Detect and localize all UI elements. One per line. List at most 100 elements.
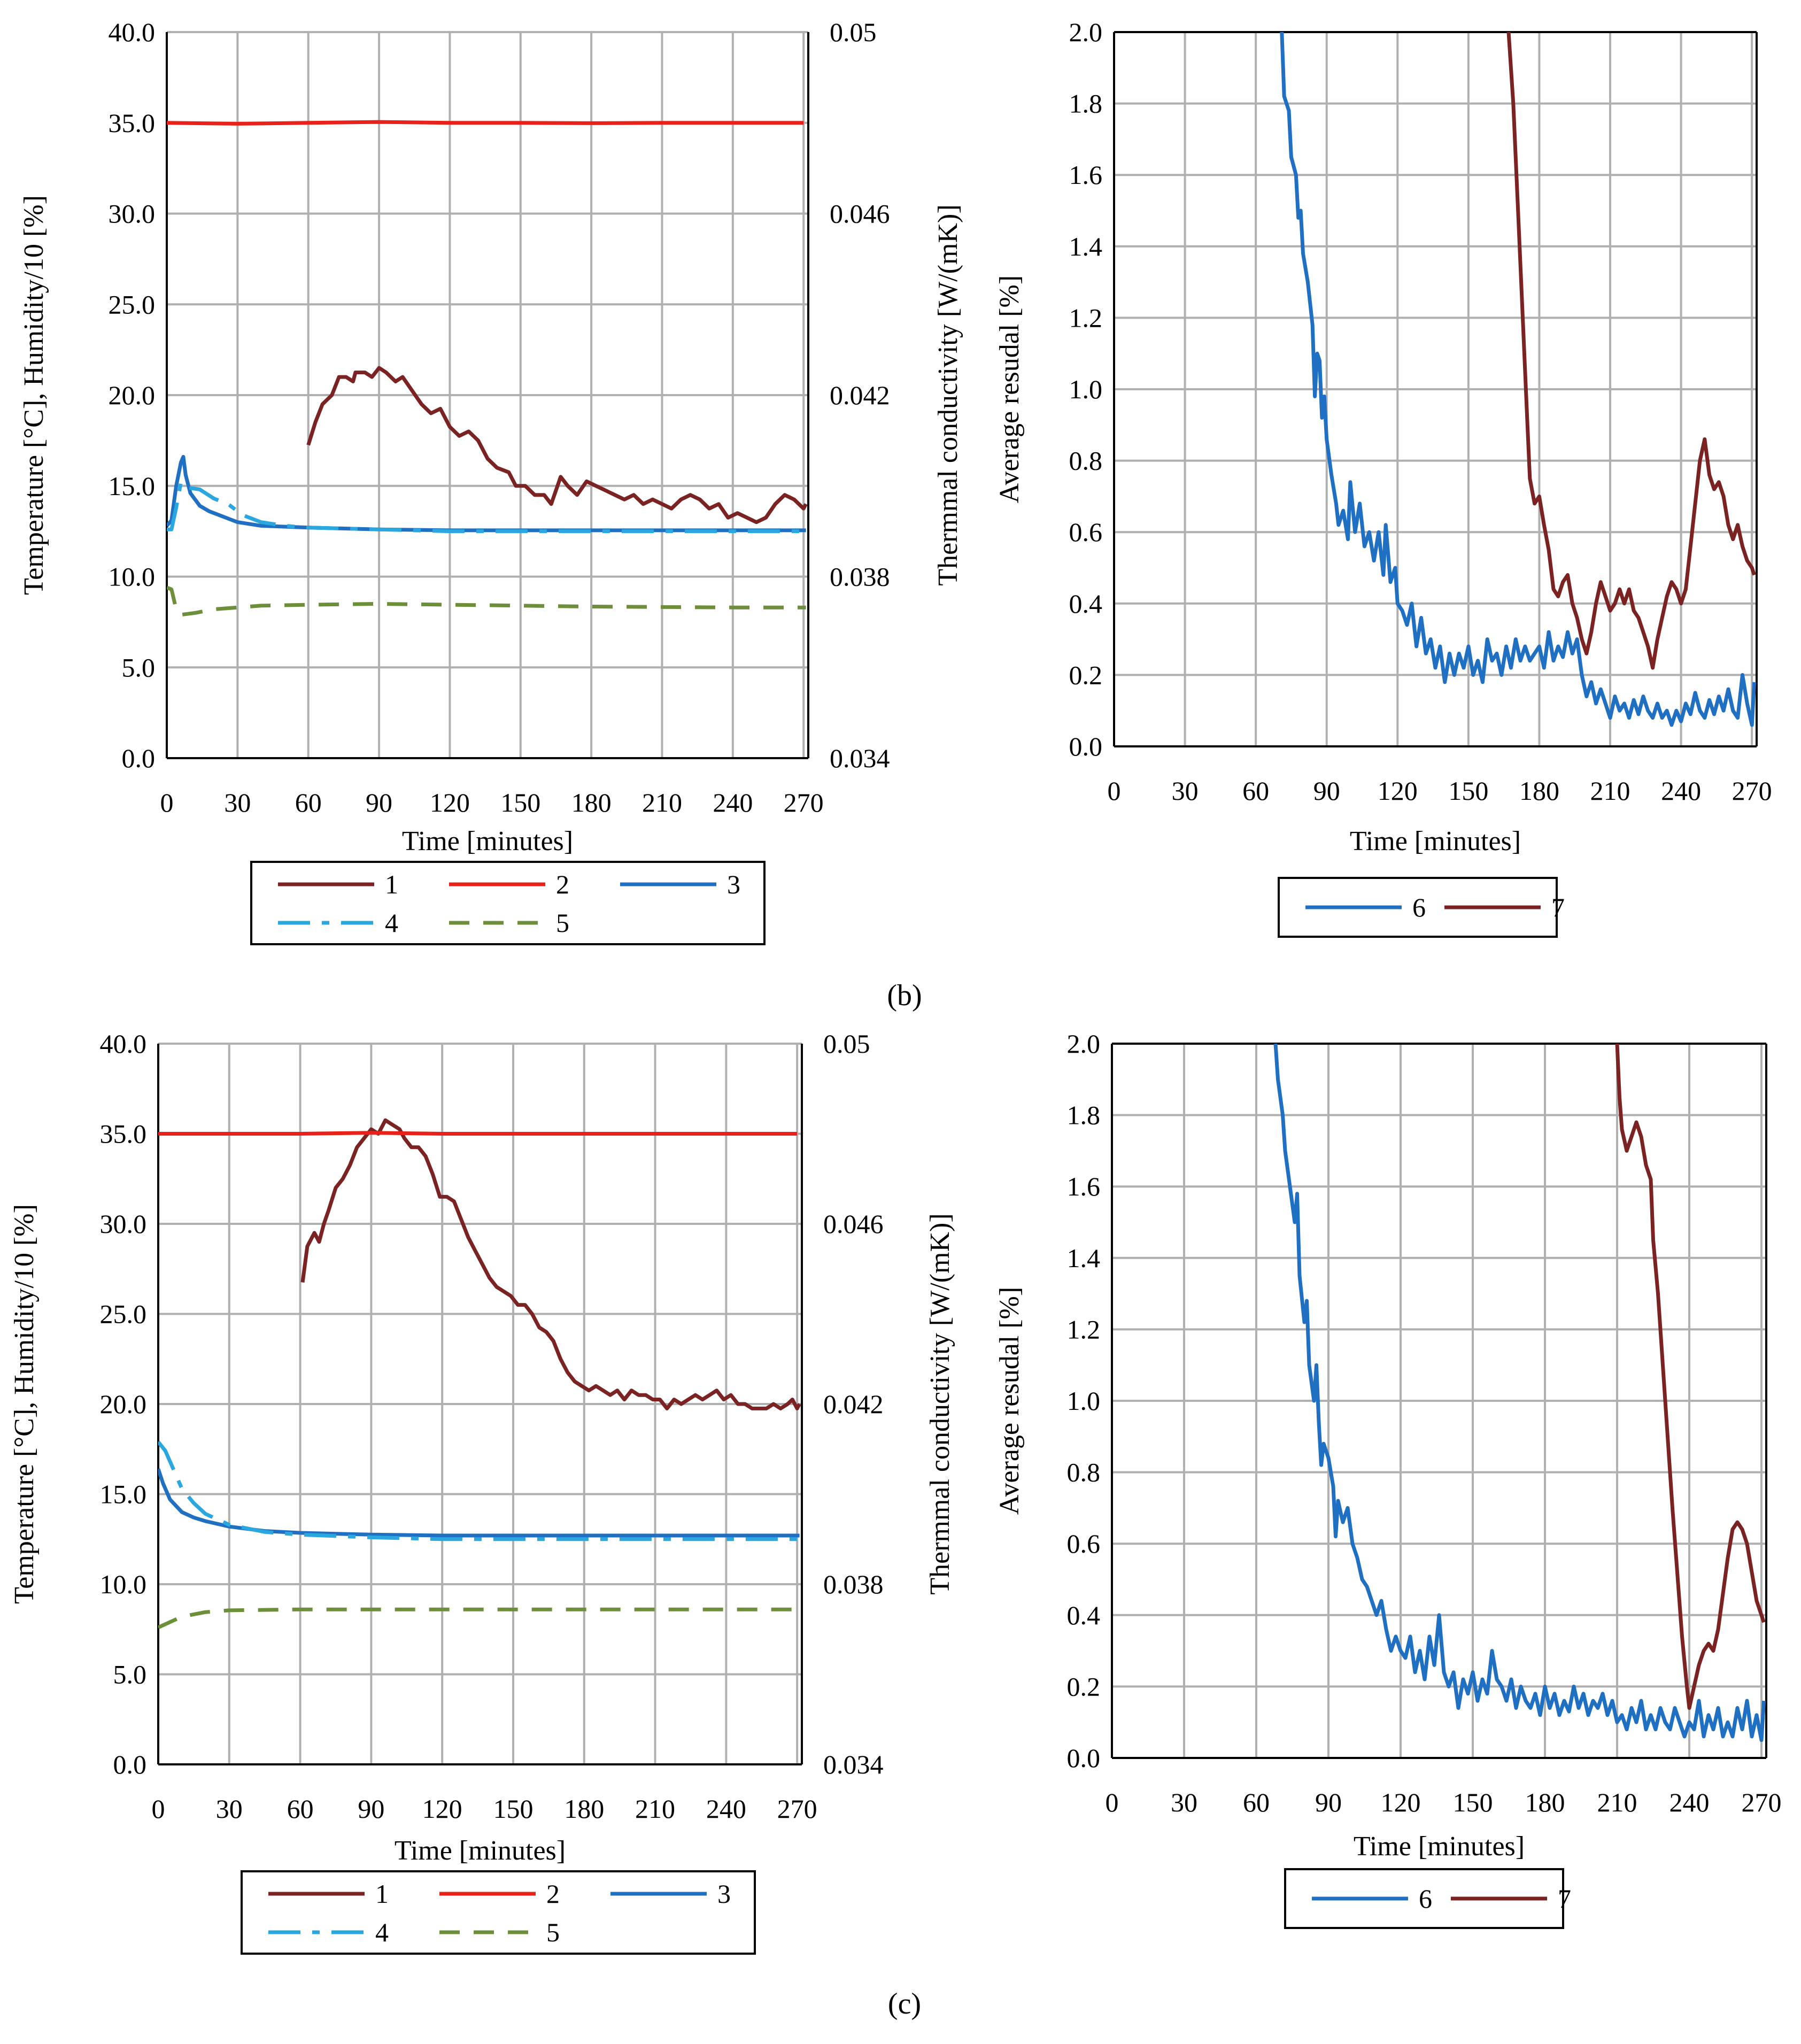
x-tick-label: 180: [1519, 776, 1559, 806]
chart-c-right: 0 30 60 90 120 150 180 210 240 270 0.0 0.2 0.4 0.6 0.8…: [994, 1029, 1782, 1929]
series-line-2: [158, 1131, 798, 1136]
y-tick-label: 40.0: [100, 1029, 147, 1059]
y-axis-label: Average resudal [%]: [994, 1287, 1025, 1515]
x-axis-label: Time [minutes]: [395, 1835, 566, 1866]
x-tick-label: 240: [713, 788, 753, 817]
x-tick-label: 240: [1661, 776, 1701, 806]
y-tick-label: 20.0: [100, 1389, 147, 1419]
series-line-3: [167, 454, 806, 533]
y-tick-label: 20.0: [109, 380, 156, 410]
y-tick-label: 0.4: [1067, 1600, 1101, 1630]
y-tick-label: 1.2: [1069, 303, 1103, 333]
legend-label-5: 5: [556, 908, 569, 938]
x-tick-label: 60: [295, 788, 322, 817]
legend: 1 2 3 4 5: [241, 1870, 756, 1955]
y-tick-label: 0.2: [1067, 1671, 1101, 1701]
x-tick-label: 0: [1108, 776, 1121, 806]
x-tick-label: 60: [1242, 776, 1269, 806]
x-tick-label: 120: [1378, 776, 1418, 806]
x-tick-label: 270: [1742, 1787, 1782, 1817]
y-tick-label: 1.0: [1069, 374, 1103, 404]
x-tick-label: 120: [422, 1794, 462, 1824]
x-tick-label: 60: [1243, 1787, 1270, 1817]
y-tick-label: 25.0: [109, 289, 156, 319]
series-line-1: [306, 366, 808, 525]
y-tick-label: 0.0: [1067, 1743, 1101, 1773]
y-axis-label: Average resudal [%]: [994, 275, 1025, 503]
chart-b-right: 0 30 60 90 120 150 180 210 240 270 0.0 0.2 0.4 0.6 0.8…: [994, 17, 1772, 938]
x-tick-label: 30: [1171, 1787, 1197, 1817]
y-tick-label: 2.0: [1067, 1029, 1101, 1059]
y-tick-label: 0.4: [1069, 589, 1103, 619]
y2-tick-label: 0.042: [823, 1389, 884, 1419]
series-line-6: [1280, 32, 1757, 727]
y-tick-label: 10.0: [109, 562, 156, 592]
y-tick-label: 40.0: [109, 17, 156, 47]
y2-tick-label: 0.034: [830, 743, 890, 773]
x-tick-label: 240: [706, 1794, 746, 1824]
legend-label-7: 7: [1551, 892, 1565, 922]
x-tick-label: 270: [1732, 776, 1772, 806]
y-tick-label: 1.8: [1069, 89, 1103, 119]
x-tick-label: 120: [1381, 1787, 1421, 1817]
series-line-5: [167, 585, 806, 617]
x-tick-label: 0: [152, 1794, 165, 1824]
x-axis-label: Time [minutes]: [1354, 1831, 1525, 1862]
legend-label-3: 3: [717, 1879, 731, 1909]
legend-label-6: 6: [1419, 1884, 1432, 1914]
y2-tick-label: 0.042: [830, 380, 890, 410]
x-axis-label: Time [minutes]: [1350, 826, 1521, 857]
y-tick-label: 5.0: [122, 652, 156, 682]
y-tick-label: 30.0: [100, 1209, 147, 1239]
y-tick-label: 1.6: [1069, 160, 1103, 190]
legend-box: [250, 861, 766, 945]
x-tick-label: 210: [1590, 776, 1630, 806]
chart-b-left: 0 30 60 90 120 150 180 210 240 270 0.0 5.0 10.0 15.0 2…: [19, 17, 963, 945]
y-tick-label: 15.0: [100, 1479, 147, 1509]
x-tick-label: 150: [500, 788, 540, 817]
x-tick-label: 270: [784, 788, 824, 817]
x-tick-label: 90: [1313, 776, 1340, 806]
legend-box: [241, 1870, 756, 1955]
y-tick-label: 25.0: [100, 1299, 147, 1329]
legend-label-6: 6: [1412, 892, 1426, 922]
series-line-2: [167, 120, 804, 126]
x-tick-label: 30: [224, 788, 251, 817]
x-tick-label: 90: [1315, 1787, 1342, 1817]
y-tick-label: 10.0: [100, 1569, 147, 1599]
y-tick-label: 1.8: [1067, 1100, 1101, 1130]
legend-label-2: 2: [556, 869, 569, 899]
y-tick-label: 1.4: [1069, 232, 1103, 261]
y-tick-label: 0.6: [1067, 1529, 1101, 1559]
y-tick-label: 0.0: [1069, 731, 1103, 761]
series-line-1: [300, 1118, 801, 1410]
series-line-4: [158, 1440, 800, 1541]
y2-tick-label: 0.05: [823, 1029, 870, 1059]
x-tick-label: 30: [1172, 776, 1199, 806]
legend-label-2: 2: [546, 1879, 560, 1909]
y-tick-label: 30.0: [109, 199, 156, 229]
x-tick-label: 30: [216, 1794, 243, 1824]
legend-label-4: 4: [375, 1917, 389, 1947]
y-tick-label: 0.8: [1069, 446, 1103, 476]
x-tick-label: 120: [430, 788, 470, 817]
x-tick-label: 150: [1453, 1787, 1493, 1817]
series-line-5: [158, 1607, 800, 1630]
x-tick-label: 270: [777, 1794, 817, 1824]
y2-tick-label: 0.038: [830, 562, 890, 592]
y-tick-label: 1.6: [1067, 1171, 1101, 1201]
x-tick-label: 180: [564, 1794, 604, 1824]
legend-label-4: 4: [385, 908, 398, 938]
y-tick-label: 0.6: [1069, 517, 1103, 547]
y2-axis-label: Thermmal conductivity [W/(mK)]: [933, 204, 963, 585]
y-tick-label: 15.0: [109, 471, 156, 501]
y2-tick-label: 0.046: [830, 199, 890, 229]
series-line-4: [167, 480, 806, 534]
x-tick-label: 150: [493, 1794, 533, 1824]
y-tick-label: 5.0: [113, 1660, 147, 1690]
legend-label-7: 7: [1558, 1884, 1571, 1914]
legend-label-3: 3: [727, 869, 740, 899]
y2-tick-label: 0.046: [823, 1209, 884, 1239]
